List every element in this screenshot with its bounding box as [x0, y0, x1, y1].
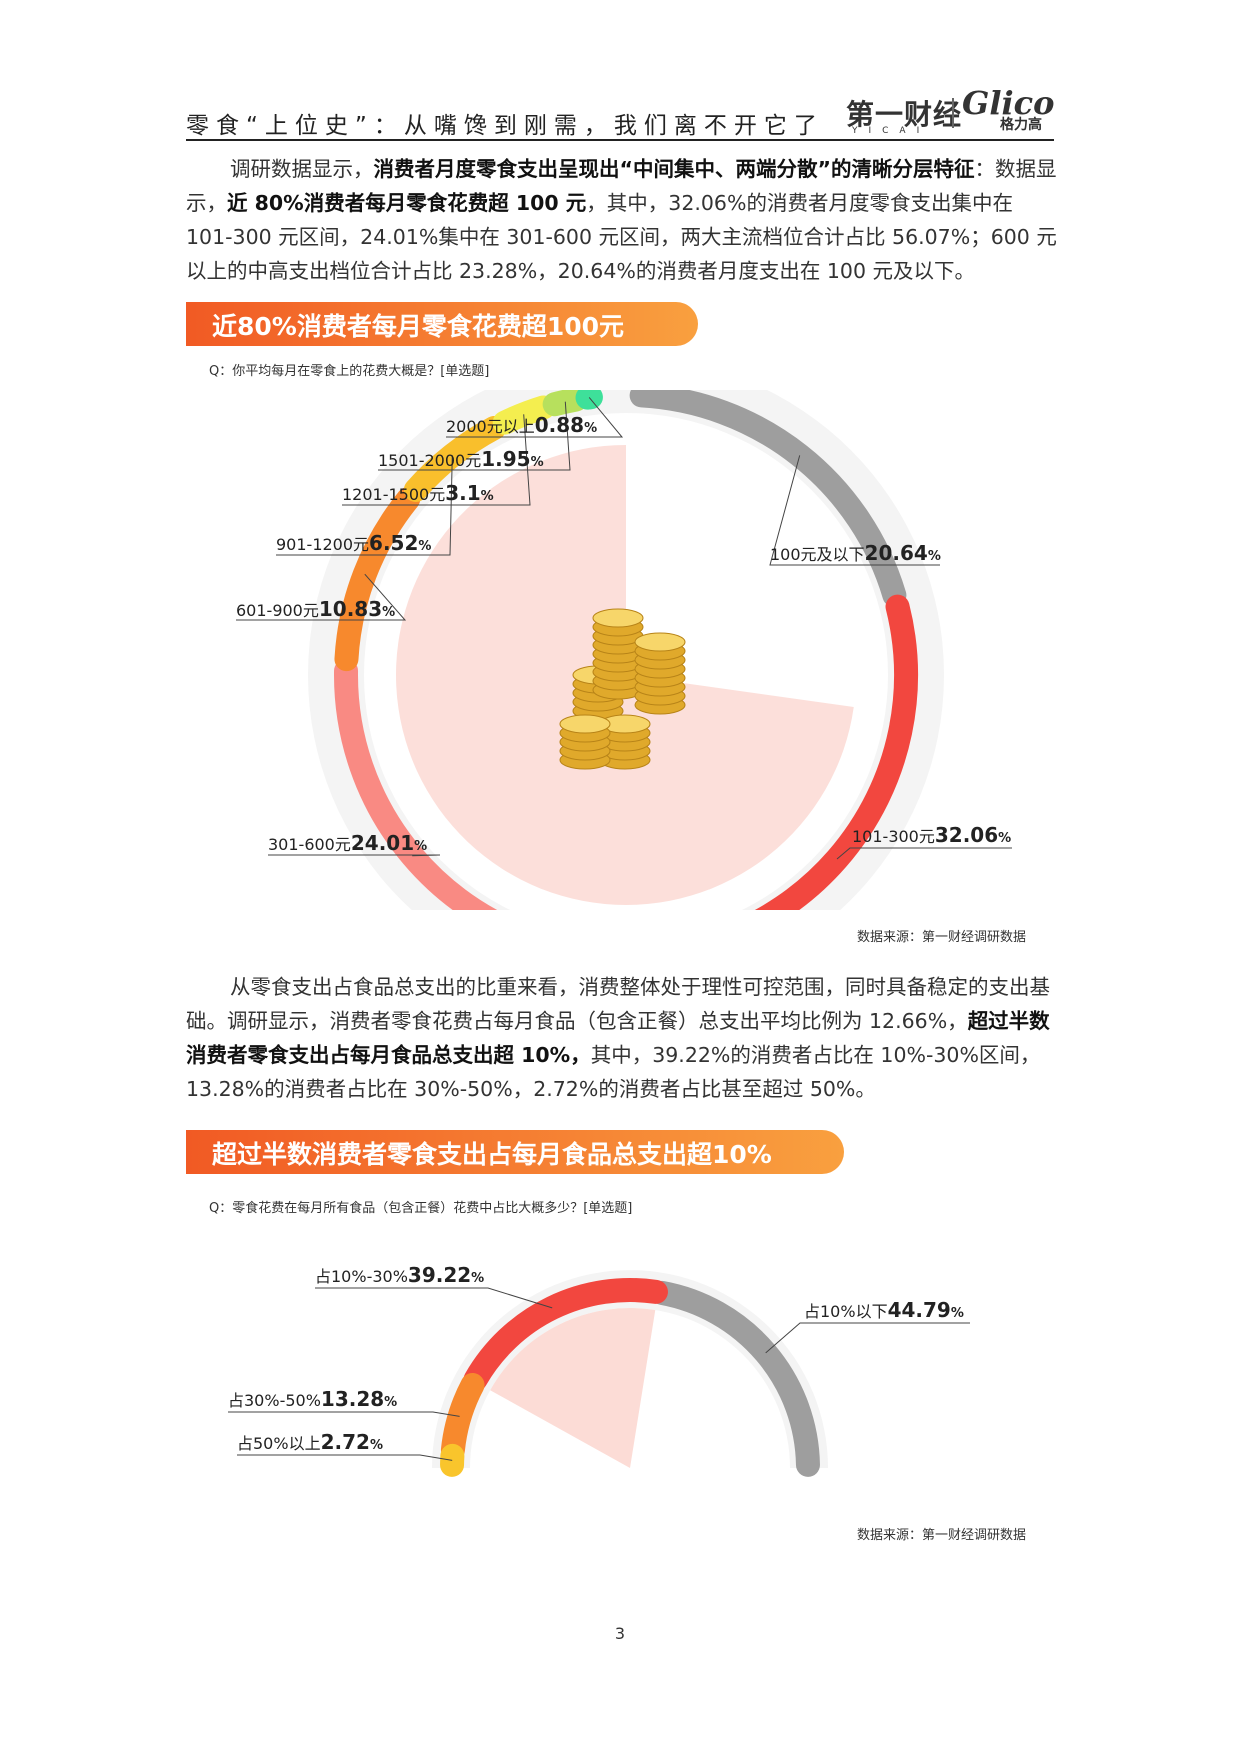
chart1-segment-3-leader-line	[236, 573, 407, 621]
source-1: 数据来源：第一财经调研数据	[856, 930, 1026, 945]
question-2: Q：零食花费在每月所有食品（包含正餐）花费中占比大概多少？[单选题]	[209, 1201, 633, 1216]
chart1-segment-5-leader-line	[342, 414, 531, 506]
second-paragraph: 从零食支出占食品总支出的比重来看，消费整体处于理性可控范围，同时具备稳定的支出基…	[186, 970, 1058, 1106]
para1-bold-1: 消费者月度零食支出呈现出“中间集中、两端分散”的清晰分层特征	[373, 157, 975, 181]
section-banner-2: 超过半数消费者零食支出占每月食品总支出超10%	[186, 1130, 844, 1174]
chart2-highlight-sector	[490, 1308, 656, 1468]
chart2-segment-2-label: 占30%-50%13.28%	[228, 1387, 397, 1411]
para1-text-3: ，其中，32.06%的消费者月度零食支出集中在 101-300 元区间，24.0…	[186, 191, 1057, 283]
chart2-segment-0-leader-line	[765, 1322, 970, 1354]
logo-separator	[952, 98, 954, 128]
chart2-segment-3-label: 占50%以上2.72%	[237, 1430, 383, 1454]
glico-logo: Glico	[962, 84, 1055, 122]
chart1-segment-4-label: 901-1200元6.52%	[276, 531, 431, 555]
chart2-segment-1-label: 占10%-30%39.22%	[315, 1263, 484, 1287]
chart1-segment-0-label: 100元及以下20.64%	[770, 541, 941, 565]
section-banner-1: 近80%消费者每月零食花费超100元	[186, 302, 698, 346]
source-2: 数据来源：第一财经调研数据	[856, 1528, 1026, 1543]
banner-1-title: 近80%消费者每月零食花费超100元	[212, 312, 625, 341]
para1-text-1: 调研数据显示，	[230, 157, 374, 181]
banner-2-title: 超过半数消费者零食支出占每月食品总支出超10%	[212, 1140, 772, 1169]
chart2-segment-3-leader-line	[237, 1454, 453, 1461]
chart2-segment-1-leader-line	[315, 1287, 553, 1309]
chart1-segment-7-leader-line	[446, 397, 624, 438]
coin-stack-illustration	[559, 608, 686, 770]
yicai-logo-sub: YICAI	[852, 126, 931, 136]
chart1-segment-2-label: 301-600元24.01%	[268, 831, 427, 855]
chart2-arc-segment-1	[463, 1278, 668, 1392]
chart1-segment-4-leader-line	[276, 455, 453, 556]
glico-logo-sub: 格力高	[1000, 117, 1042, 133]
page-header-title: 零食“上位史”：从嘴馋到刚需，我们离不开它了	[186, 113, 824, 139]
chart1-segment-1-label: 101-300元32.06%	[852, 823, 1011, 847]
chart1-segment-5-label: 1201-1500元3.1%	[342, 481, 494, 505]
chart1-segment-7-label: 2000元以上0.88%	[446, 413, 597, 437]
page-number: 3	[614, 1624, 626, 1643]
chart1-segment-0-leader-line	[769, 455, 940, 566]
header-rule	[186, 139, 1054, 141]
chart1-arc-segment-1	[754, 594, 919, 910]
chart2-segment-0-label: 占10%以下44.79%	[804, 1298, 964, 1322]
question-1: Q：你平均每月在零食上的花费大概是？[单选题]	[209, 364, 490, 379]
chart1-segment-1-leader-line	[836, 847, 1012, 860]
monthly-spend-donut-chart: 100元及以下20.64% 101-300元32.06% 301-600元24.01…	[236, 390, 1012, 910]
chart1-segment-3-label: 601-900元10.83%	[236, 597, 395, 621]
para1-bold-2: 近 80%消费者每月零食花费超 100 元	[227, 191, 587, 215]
chart1-segment-6-label: 1501-2000元1.95%	[378, 447, 544, 471]
chart1-segment-6-leader-line	[378, 401, 571, 471]
yicai-logo: 第一财经	[846, 98, 963, 131]
food-share-gauge-chart: 占10%以下44.79% 占10%-30%39.22% 占30%-50%13.28%…	[228, 1263, 970, 1477]
para2-text-1: 从零食支出占食品总支出的比重来看，消费整体处于理性可控范围，同时具备稳定的支出基…	[186, 975, 1050, 1033]
intro-paragraph: 调研数据显示，消费者月度零食支出呈现出“中间集中、两端分散”的清晰分层特征：数据…	[186, 152, 1058, 288]
para2-text-2: 其中，39.22%的消费者占比在 10%-30%区间，13.28%的消费者占比在…	[186, 1043, 1041, 1101]
para1-text-2: ：数据显示，	[186, 157, 1057, 215]
para2-bold-1: 超过半数消费者零食支出占每月食品总支出超 10%，	[186, 1009, 1050, 1067]
chart1-segment-2-leader-line	[268, 854, 441, 857]
chart2-segment-2-leader-line	[228, 1411, 460, 1417]
